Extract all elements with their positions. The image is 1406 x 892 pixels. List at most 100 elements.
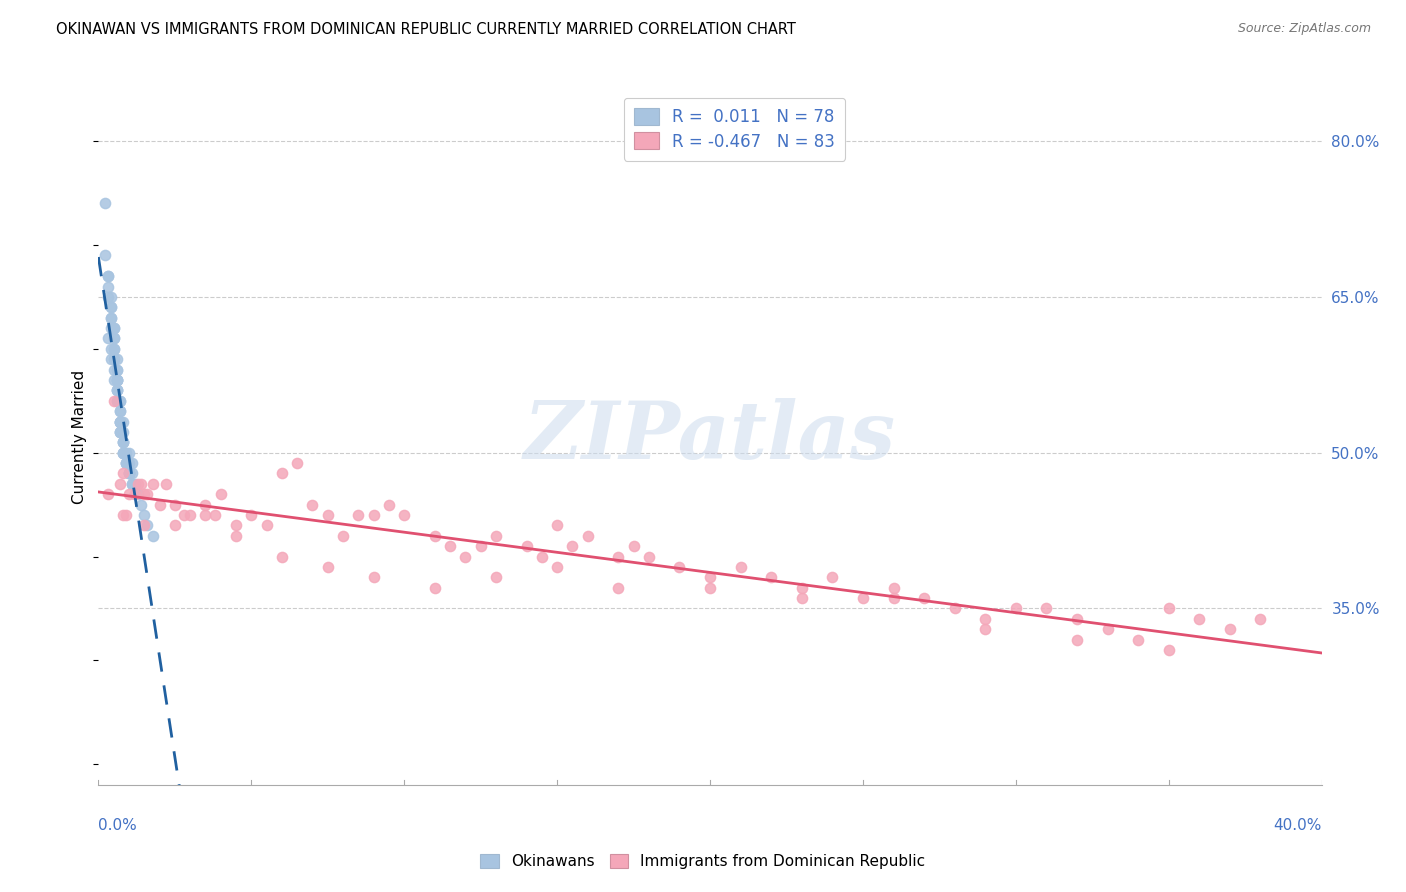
Point [103, 362, 125, 376]
Point [111, 445, 134, 459]
Point [790, 581, 813, 595]
Point [124, 487, 146, 501]
Point [134, 508, 156, 522]
Point [883, 581, 905, 595]
Point [111, 435, 134, 450]
Point [108, 404, 131, 418]
Point [134, 487, 156, 501]
Point [111, 415, 134, 429]
Point [97, 487, 120, 501]
Point [118, 445, 141, 459]
Point [105, 384, 128, 398]
Point [103, 342, 125, 356]
Point [470, 539, 492, 553]
Point [100, 310, 122, 325]
Point [163, 498, 186, 512]
Point [363, 570, 385, 584]
Text: ZIPatlas: ZIPatlas [524, 399, 896, 475]
Point [97, 290, 120, 304]
Point [1188, 612, 1211, 626]
Point [1097, 622, 1119, 636]
Point [124, 487, 146, 501]
Point [103, 342, 125, 356]
Point [108, 415, 131, 429]
Point [316, 508, 339, 522]
Point [105, 384, 128, 398]
Text: Source: ZipAtlas.com: Source: ZipAtlas.com [1237, 22, 1371, 36]
Point [100, 300, 122, 314]
Point [115, 445, 138, 459]
Point [225, 518, 247, 533]
Point [912, 591, 935, 605]
Point [115, 456, 138, 470]
Point [111, 425, 134, 439]
Point [105, 393, 128, 408]
Point [790, 591, 813, 605]
Point [1219, 622, 1241, 636]
Point [103, 352, 125, 367]
Point [100, 300, 122, 314]
Point [270, 549, 292, 564]
Point [118, 487, 141, 501]
Point [100, 342, 122, 356]
Point [118, 467, 141, 481]
Point [136, 487, 159, 501]
Point [1004, 601, 1026, 615]
Point [637, 549, 661, 564]
Point [111, 467, 134, 481]
Point [439, 539, 461, 553]
Point [821, 570, 844, 584]
Point [108, 415, 131, 429]
Point [108, 393, 131, 408]
Point [105, 384, 128, 398]
Point [108, 425, 131, 439]
Point [103, 352, 125, 367]
Point [883, 591, 905, 605]
Point [256, 518, 278, 533]
Point [485, 529, 508, 543]
Text: OKINAWAN VS IMMIGRANTS FROM DOMINICAN REPUBLIC CURRENTLY MARRIED CORRELATION CHA: OKINAWAN VS IMMIGRANTS FROM DOMINICAN RE… [56, 22, 796, 37]
Point [103, 373, 125, 387]
Point [607, 581, 630, 595]
Point [115, 456, 138, 470]
Point [332, 529, 354, 543]
Point [285, 456, 308, 470]
Point [759, 570, 782, 584]
Point [105, 373, 128, 387]
Point [100, 321, 122, 335]
Point [105, 393, 128, 408]
Point [93, 196, 115, 211]
Point [103, 321, 125, 335]
Point [943, 601, 966, 615]
Point [142, 529, 165, 543]
Point [301, 498, 323, 512]
Legend: R =  0.011   N = 78, R = -0.467   N = 83: R = 0.011 N = 78, R = -0.467 N = 83 [624, 97, 845, 161]
Point [100, 310, 122, 325]
Point [974, 622, 997, 636]
Point [97, 269, 120, 284]
Point [561, 539, 583, 553]
Point [108, 404, 131, 418]
Point [121, 476, 143, 491]
Point [103, 321, 125, 335]
Point [530, 549, 553, 564]
Point [1249, 612, 1271, 626]
Point [1066, 612, 1088, 626]
Point [1128, 632, 1150, 647]
Text: 40.0%: 40.0% [1274, 818, 1322, 832]
Point [270, 467, 292, 481]
Point [155, 476, 177, 491]
Point [93, 248, 115, 262]
Point [105, 362, 128, 376]
Point [115, 445, 138, 459]
Point [516, 539, 538, 553]
Point [111, 445, 134, 459]
Point [209, 487, 232, 501]
Point [127, 487, 149, 501]
Point [1157, 601, 1180, 615]
Point [149, 498, 172, 512]
Point [1035, 601, 1057, 615]
Point [1157, 643, 1180, 657]
Legend: Okinawans, Immigrants from Dominican Republic: Okinawans, Immigrants from Dominican Rep… [474, 848, 932, 875]
Point [699, 570, 721, 584]
